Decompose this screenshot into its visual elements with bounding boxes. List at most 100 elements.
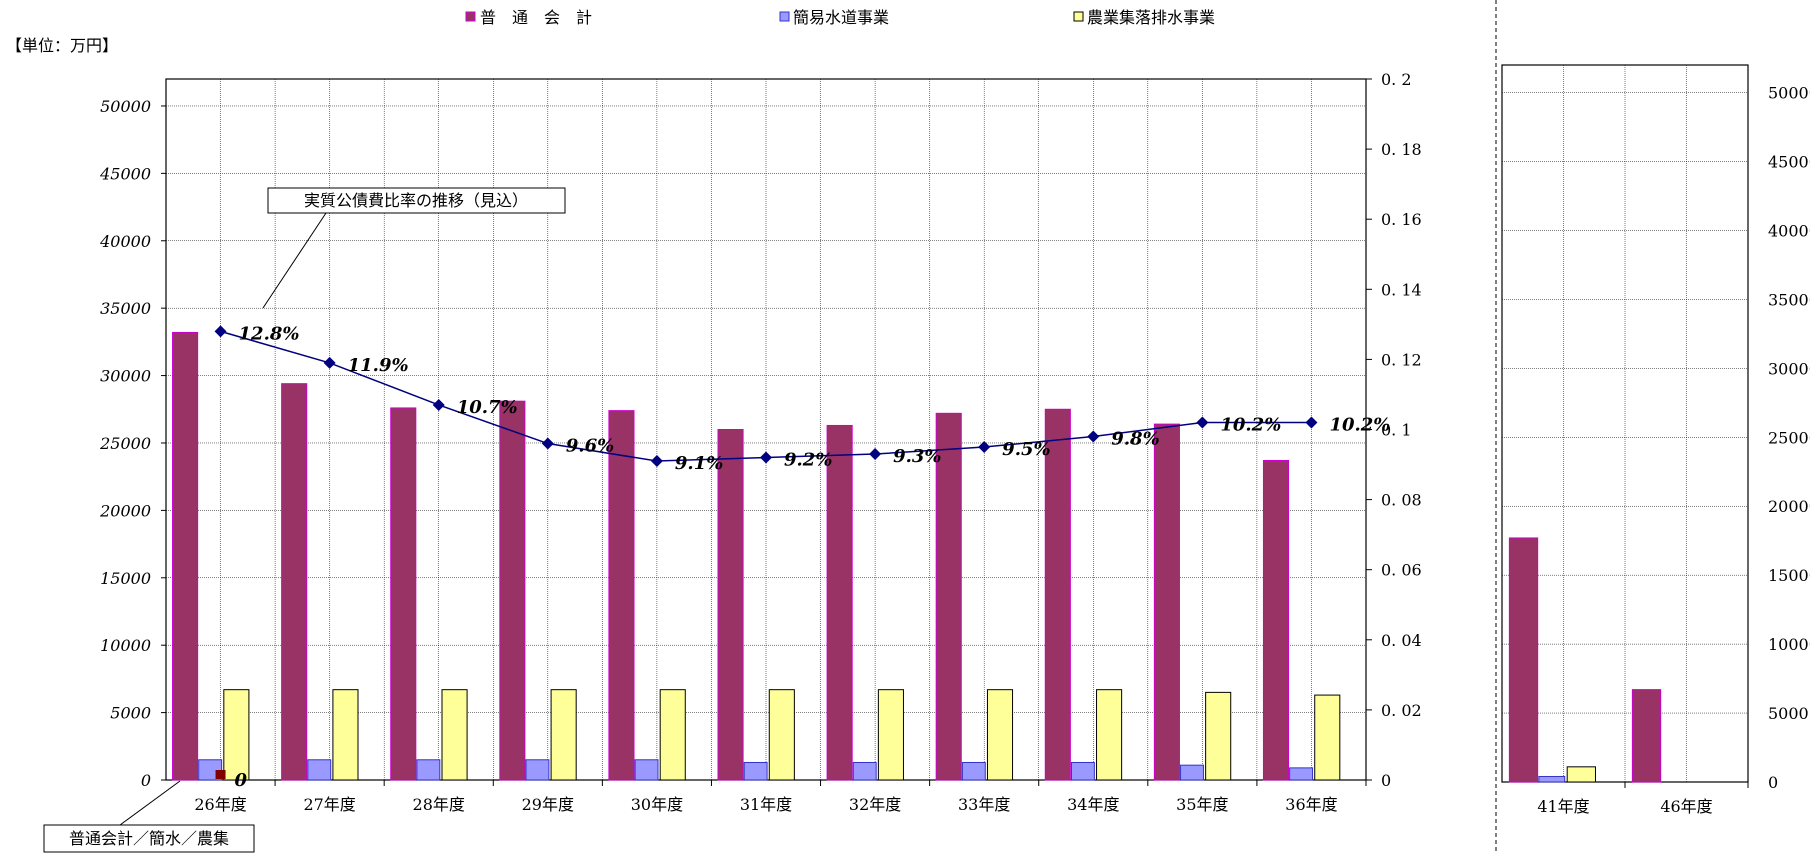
unit-label: 【単位：万円】 [6, 36, 118, 55]
y-tick-label: 15000 [100, 569, 151, 588]
ratio-label: 9.5% [1002, 439, 1050, 460]
x-tick-label: 36年度 [1285, 795, 1337, 814]
y2-tick-label: 0. 2 [1381, 70, 1412, 89]
bars-annotation-box [43, 824, 255, 853]
x-tick-label: 28年度 [413, 795, 465, 814]
x-tick-label: 33年度 [958, 795, 1010, 814]
legend-swatch-agri [1073, 11, 1084, 22]
bar-agri [877, 689, 904, 781]
y2-tick-label: 0. 12 [1381, 350, 1422, 369]
y-tick-label: 5000 [110, 704, 151, 723]
x-tick-label: 31年度 [740, 795, 792, 814]
legend-swatch-water [779, 11, 790, 22]
bars-annotation: 普通会計／簡水／農集 [43, 780, 255, 853]
x-tick-label: 30年度 [631, 795, 683, 814]
bar-agri [1205, 691, 1232, 781]
bar-agri [332, 689, 359, 781]
bar-general [1508, 537, 1539, 783]
legend-label-water: 簡易水道事業 [793, 8, 889, 27]
bar-agri [659, 689, 686, 781]
legend-label-agri: 農業集落排水事業 [1087, 8, 1215, 27]
bar-general [172, 331, 199, 781]
bar-general [1044, 408, 1071, 781]
y2-tick-label: 0. 18 [1381, 140, 1422, 159]
ratio-marker [978, 441, 991, 454]
y-tick-label: 5000 [1768, 704, 1809, 723]
bar-general [717, 429, 744, 781]
ratio-label: 9.6% [566, 436, 614, 457]
bar-agri [441, 689, 468, 781]
y2-tick-label: 0. 1 [1381, 421, 1412, 440]
y-tick-label: 0 [1768, 773, 1778, 792]
x-tick-label: 29年度 [522, 795, 574, 814]
ratio-marker [1305, 416, 1318, 429]
main-chart: 0 5000 10000 15000 20000 25000 30000 35000 40000… [99, 70, 1422, 814]
bar-water [1289, 767, 1314, 781]
ratio-marker [432, 398, 445, 411]
bar-water [743, 761, 768, 781]
bar-agri [986, 689, 1014, 781]
bar-general [390, 407, 417, 781]
bar-water [1180, 764, 1204, 781]
bar-water [852, 761, 877, 781]
x-tick-label: 27年度 [303, 795, 355, 814]
bar-water [634, 759, 659, 781]
y-tick-label: 25000 [99, 434, 151, 453]
line-annotation-box [267, 187, 566, 214]
legend: 普 通 会 計 簡易水道事業 農業集落排水事業 [465, 8, 1215, 27]
x-tick-label: 35年度 [1176, 795, 1228, 814]
x-tick-label: 32年度 [849, 795, 901, 814]
y-tick-label: 35000 [100, 299, 151, 318]
line-annotation-text: 実質公債費比率の推移（見込） [304, 191, 528, 210]
bar-general [1631, 689, 1662, 783]
ratio-marker [323, 356, 336, 369]
bar-water [416, 759, 441, 781]
zero-marker [215, 770, 226, 779]
y-tick-label: 30000 [100, 367, 151, 386]
bar-water [307, 759, 332, 781]
ratio-label: 9.3% [893, 446, 941, 467]
long-term-chart: 0 5000 10000 15000 20000 25000 30000 35000 40000… [1501, 64, 1810, 816]
legend-swatch-general [465, 11, 476, 22]
x-tick-label: 26年度 [194, 795, 246, 814]
bar-general [1262, 460, 1290, 781]
y-tick-label: 15000 [1768, 566, 1810, 585]
y-tick-label: 40000 [1768, 221, 1810, 240]
ratio-marker [541, 437, 554, 450]
bars-annotation-text: 普通会計／簡水／農集 [69, 829, 229, 848]
bars-annotation-leader [119, 780, 181, 826]
bar-water [1070, 761, 1095, 781]
x-tick-label: 41年度 [1537, 797, 1589, 816]
bar-agri [550, 689, 577, 781]
ratio-label: 10.7% [457, 397, 518, 418]
y-tick-label: 50000 [1768, 84, 1810, 103]
y-tick-label: 50000 [100, 97, 151, 116]
line-annotation-leader [262, 212, 327, 309]
y-tick-label: 40000 [99, 232, 151, 251]
ratio-marker [869, 448, 882, 461]
ratio-label: 12.8% [239, 323, 300, 344]
y-tick-label: 45000 [1768, 153, 1810, 172]
bar-general [499, 400, 526, 781]
y-tick-label: 0 [141, 771, 151, 790]
bar-water [1538, 775, 1566, 783]
bar-general [1153, 423, 1180, 781]
y-tick-label: 20000 [1768, 497, 1810, 516]
y2-tick-label: 0. 16 [1381, 210, 1422, 229]
ratio-marker [1087, 430, 1100, 443]
y2-tick-label: 0. 04 [1381, 631, 1422, 650]
ratio-label: 9.8% [1111, 429, 1159, 450]
y-tick-label: 45000 [99, 164, 151, 183]
ratio-marker [650, 455, 663, 468]
bar-agri [1566, 766, 1596, 783]
y2-tick-label: 0. 02 [1381, 701, 1422, 720]
y2-tick-label: 0 [1381, 771, 1391, 790]
y-tick-label: 25000 [1768, 428, 1810, 447]
zero-marker-label: 0 [235, 770, 248, 791]
ratio-marker [214, 325, 227, 338]
bar-general [608, 410, 635, 781]
bar-agri [768, 689, 795, 781]
bar-general [935, 412, 962, 781]
bar-agri [1096, 689, 1123, 781]
